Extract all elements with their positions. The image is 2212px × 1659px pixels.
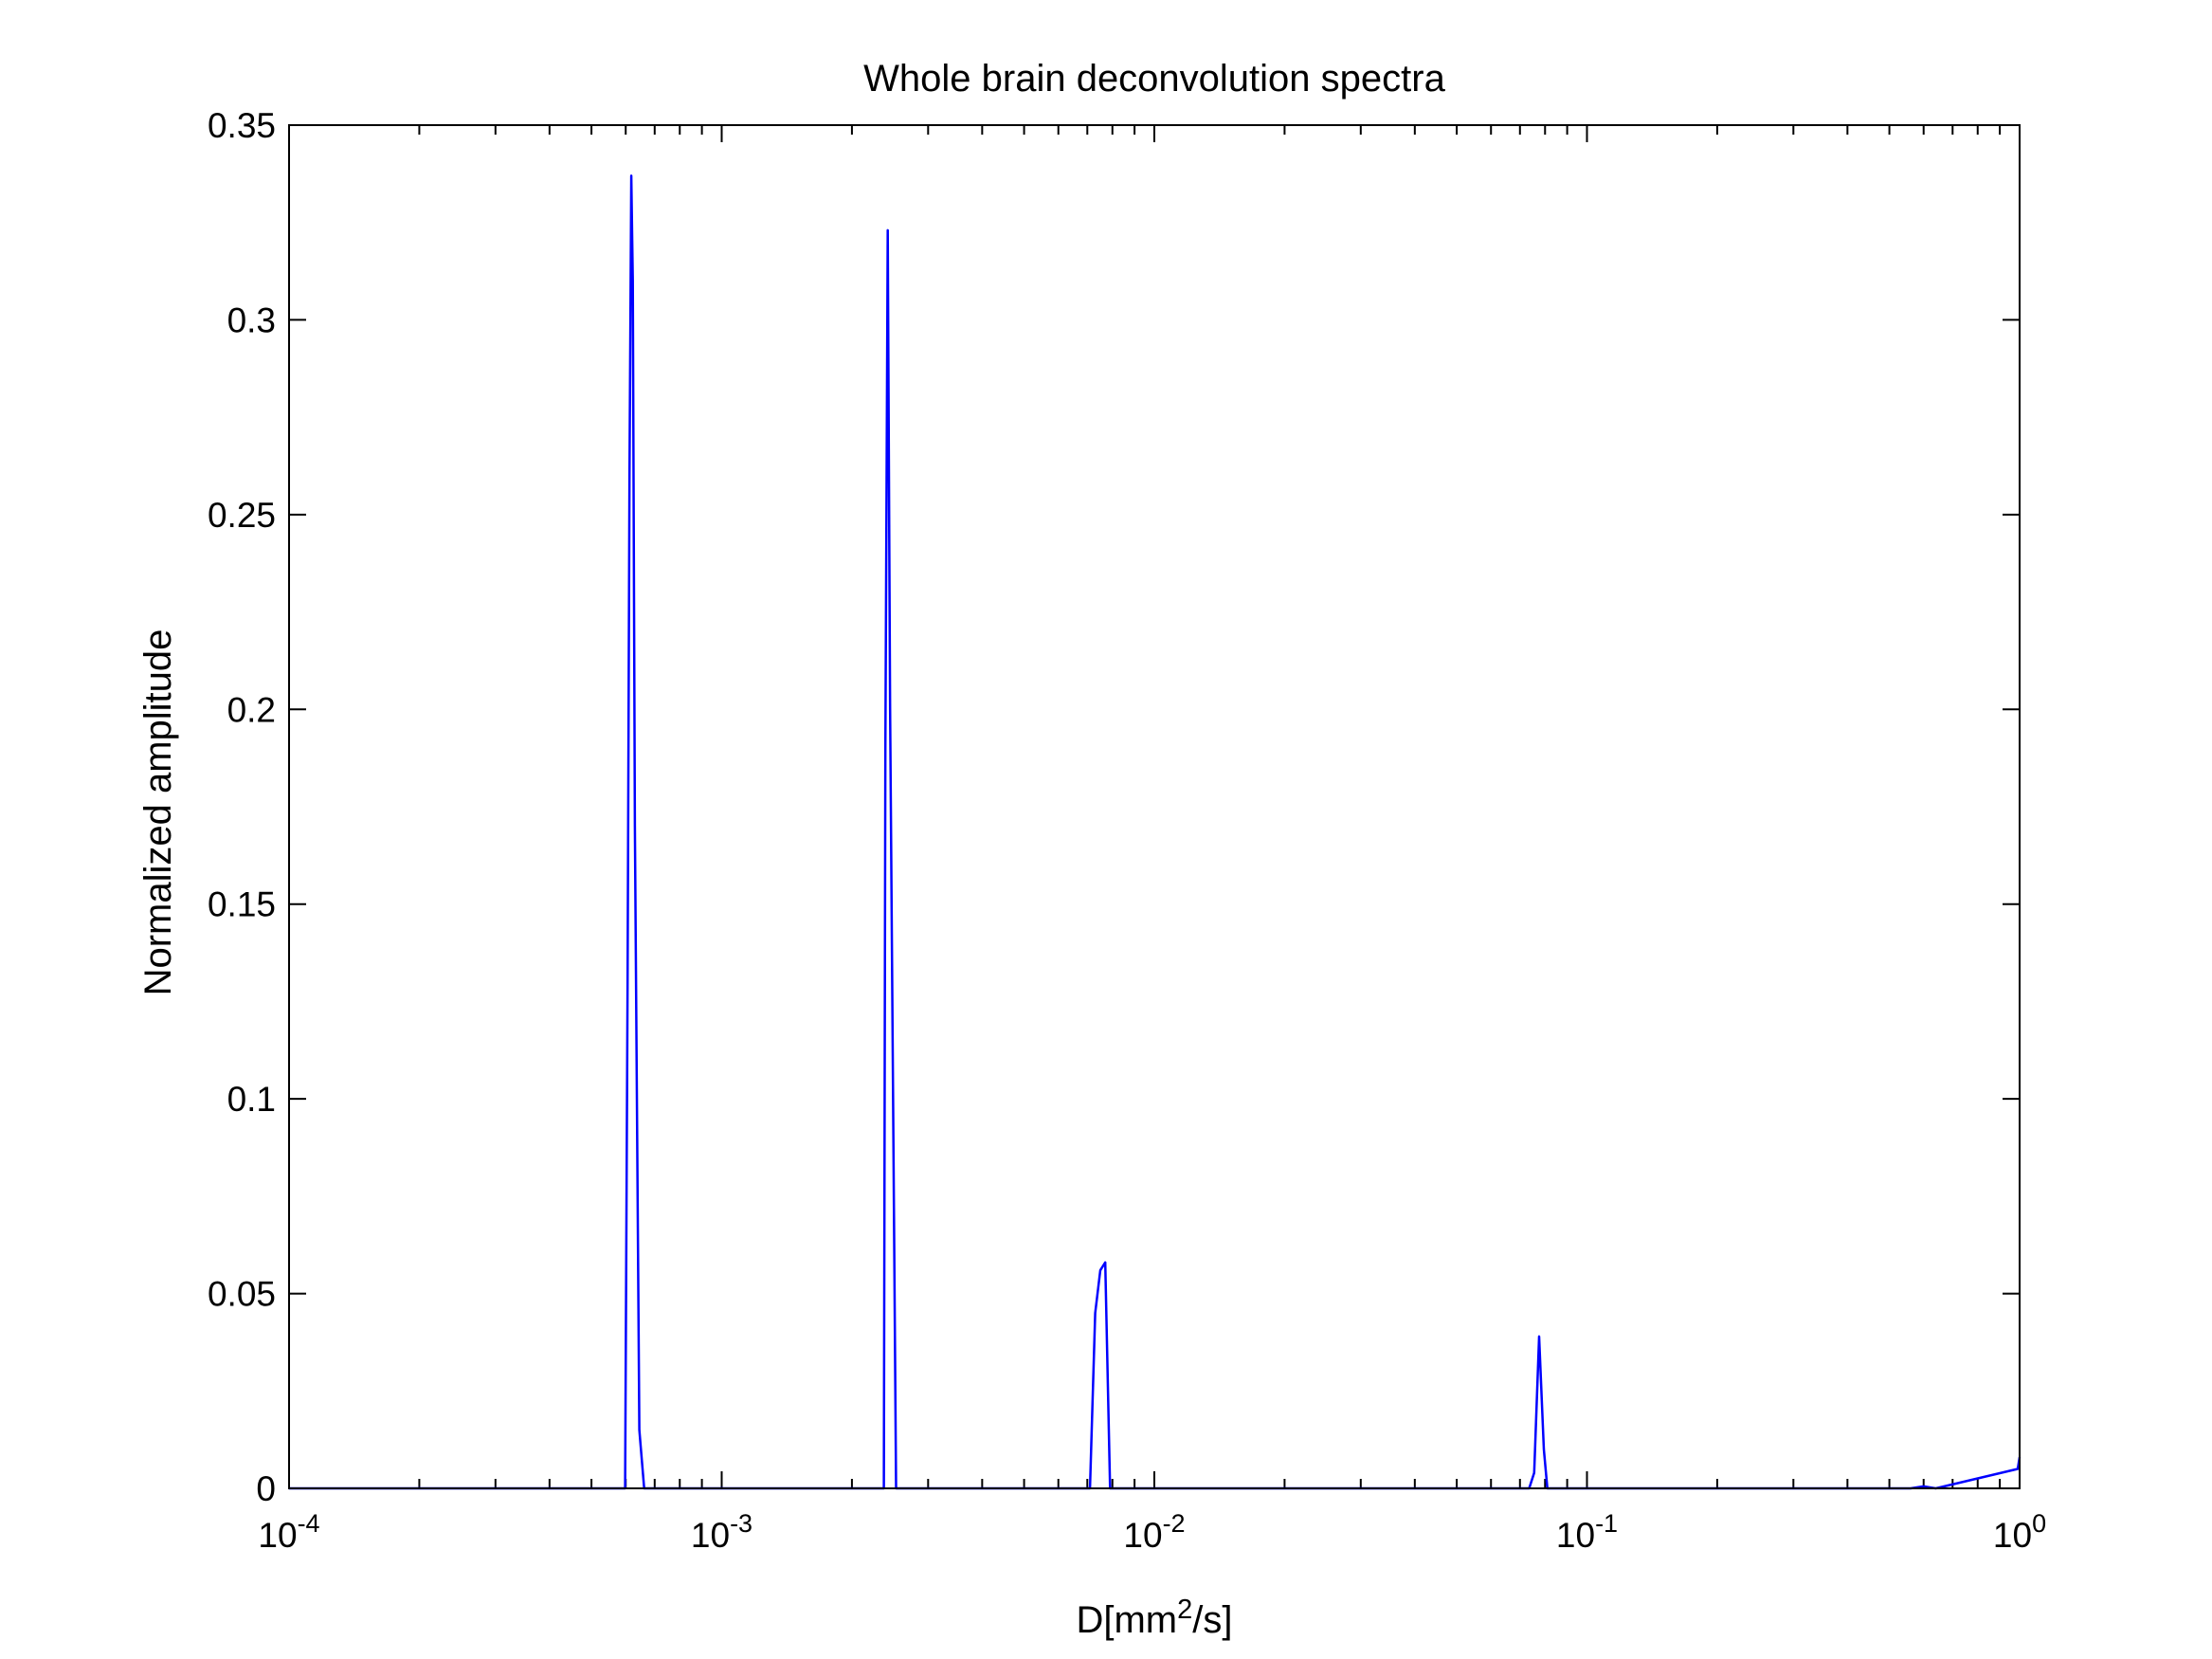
y-tick-label: 0 <box>256 1469 276 1508</box>
plot-frame <box>288 124 2021 1489</box>
x-tick-label: 10-1 <box>1556 1509 1618 1555</box>
x-tick-label-exponent: -2 <box>1163 1509 1186 1538</box>
chart-title: Whole brain deconvolution spectra <box>863 58 1445 100</box>
x-tick-label-exponent: 0 <box>2032 1509 2046 1538</box>
x-axis-label: D[mm2/s] <box>1076 1595 1232 1641</box>
x-tick-label-base: 10 <box>1993 1516 2032 1555</box>
x-tick-label: 10-2 <box>1123 1509 1185 1555</box>
y-tick-label: 0.05 <box>208 1275 276 1314</box>
x-axis-label-base: D[mm <box>1076 1599 1177 1641</box>
x-tick-label: 10-4 <box>258 1509 319 1555</box>
y-tick-label: 0.1 <box>227 1080 276 1119</box>
x-tick-label-base: 10 <box>258 1516 297 1555</box>
x-axis-label-tail: /s] <box>1192 1599 1232 1641</box>
y-tick-label: 0.25 <box>208 496 276 535</box>
x-tick-label-exponent: -3 <box>730 1509 752 1538</box>
y-tick-label: 0.15 <box>208 885 276 924</box>
y-tick-label: 0.2 <box>227 690 276 729</box>
x-tick-label-base: 10 <box>1123 1516 1162 1555</box>
x-tick-label-exponent: -4 <box>298 1509 320 1538</box>
x-tick-label-base: 10 <box>1556 1516 1595 1555</box>
y-tick-label: 0.3 <box>227 301 276 339</box>
x-tick-label-base: 10 <box>691 1516 730 1555</box>
x-tick-label-exponent: -1 <box>1595 1509 1618 1538</box>
x-axis-label-superscript: 2 <box>1177 1595 1192 1625</box>
x-tick-label: 10-3 <box>691 1509 752 1555</box>
x-tick-label: 100 <box>1993 1509 2046 1555</box>
y-axis-label: Normalized amplitude <box>137 629 179 996</box>
y-tick-label: 0.35 <box>208 106 276 145</box>
